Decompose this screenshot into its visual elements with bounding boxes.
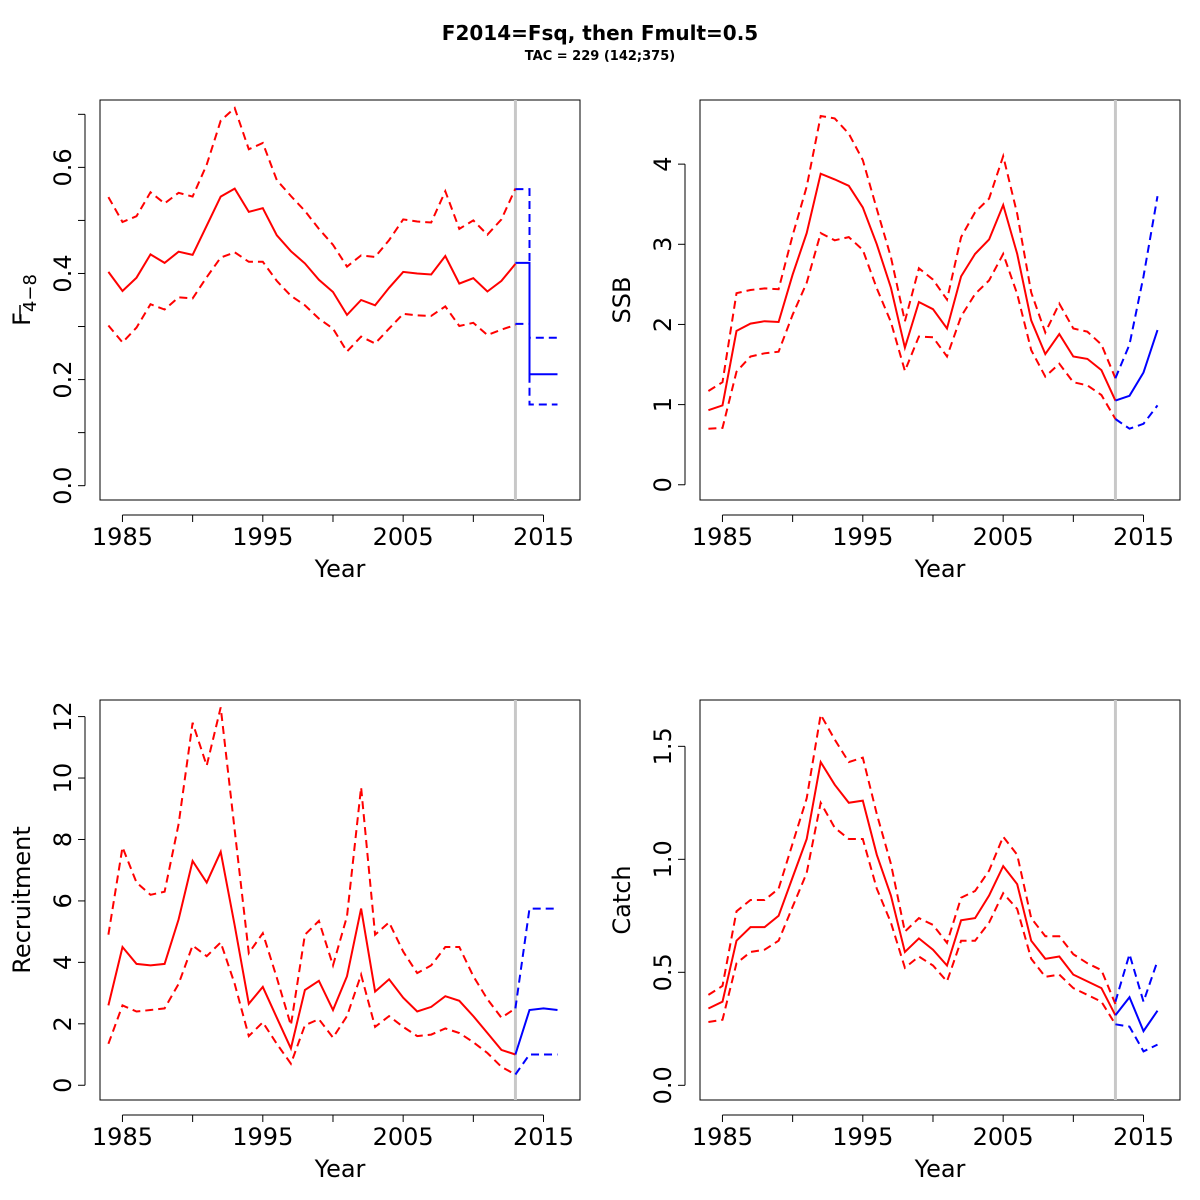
panel-recruitment: 1985 1995 2005 2015 Year 0 2 4 6 8 10 12 Recruitment	[8, 699, 581, 1183]
y-tick-label: 2	[49, 1016, 77, 1031]
x-tick-label: 1995	[232, 523, 293, 551]
x-axis-title: Year	[314, 555, 366, 583]
x-tick-label: 2015	[1113, 523, 1174, 551]
x-tick-label: 1985	[692, 1123, 753, 1151]
x-tick-label: 1995	[832, 1123, 893, 1151]
series-estimate	[107, 187, 517, 317]
projection-estimate	[1114, 995, 1159, 1034]
y-tick-label: 0.4	[49, 254, 77, 292]
x-axis-title: Year	[914, 1155, 966, 1183]
projection-estimate	[1115, 329, 1159, 402]
y-tick-label: 8	[49, 832, 77, 847]
projection-lower	[514, 1053, 558, 1076]
series-lower	[107, 940, 516, 1076]
plot-frame	[699, 99, 1181, 501]
figure-subtitle: TAC = 229 (142;375)	[525, 49, 675, 64]
y-tick-label: 0.0	[49, 467, 77, 505]
series-estimate	[707, 759, 1117, 1016]
projection-upper	[1114, 950, 1159, 1005]
y-tick-label: 2	[649, 317, 677, 332]
projection-lower	[1115, 1023, 1158, 1053]
panel-catch: 1985 1995 2005 2015 Year 0.0 0.5 1.0 1.5 Catch	[608, 699, 1181, 1183]
y-tick-label: 0.6	[49, 148, 77, 186]
y-tick-label: 6	[49, 893, 77, 908]
x-tick-label: 2005	[973, 523, 1034, 551]
y-tick-label: 4	[649, 156, 677, 171]
series-upper	[107, 106, 517, 269]
series-upper	[107, 707, 516, 1026]
plot-frame	[99, 99, 581, 501]
y-axis-title: SSB	[608, 277, 636, 324]
y-tick-label: 3	[649, 237, 677, 252]
series-estimate	[708, 172, 1117, 412]
x-axis-title: Year	[914, 555, 966, 583]
y-axis-title-subscript: 4−8	[20, 274, 41, 312]
y-axis-title: F4−8	[8, 274, 41, 326]
y-tick-label: 0	[49, 1078, 77, 1093]
plot-frame	[699, 699, 1181, 1101]
projection-lower	[1114, 404, 1159, 430]
x-tick-label: 1985	[92, 523, 153, 551]
x-axis-title: Year	[314, 1155, 366, 1183]
x-tick-label: 1985	[692, 523, 753, 551]
projection-upper	[514, 907, 558, 1009]
projection-lower	[515, 322, 558, 406]
figure-title: F2014=Fsq, then Fmult=0.5	[442, 21, 758, 45]
y-tick-label: 0	[649, 477, 677, 492]
x-tick-label: 2005	[373, 1123, 434, 1151]
y-tick-label: 0.0	[649, 1066, 677, 1104]
series-estimate	[107, 848, 516, 1056]
y-tick-label: 4	[49, 955, 77, 970]
projection-upper	[1114, 196, 1159, 379]
y-axis-title: Recruitment	[8, 826, 36, 973]
y-tick-label: 10	[49, 763, 77, 794]
panel-ssb: 1985 1995 2005 2015 Year 0 1 2 3 4 SSB	[608, 99, 1181, 583]
x-tick-label: 2015	[1113, 1123, 1174, 1151]
y-tick-label: 1.0	[649, 840, 677, 878]
series-lower	[708, 231, 1117, 430]
x-tick-label: 2015	[513, 1123, 574, 1151]
y-tick-label: 12	[49, 701, 77, 732]
projection-estimate	[514, 1007, 558, 1055]
projection-estimate	[515, 261, 558, 376]
y-tick-label: 1	[649, 397, 677, 412]
x-tick-label: 2005	[373, 523, 434, 551]
series-upper	[707, 114, 1117, 392]
series-lower	[708, 799, 1117, 1025]
y-tick-label: 0.5	[649, 953, 677, 991]
x-tick-label: 1995	[832, 523, 893, 551]
y-axis-title: Catch	[608, 865, 636, 934]
x-tick-label: 1985	[92, 1123, 153, 1151]
x-tick-label: 1995	[232, 1123, 293, 1151]
panel-fishing-mortality: 1985 1995 2005 2015 Year 0.0 0.2 0.4 0.6 F4−8	[8, 99, 581, 583]
x-tick-label: 2015	[513, 523, 574, 551]
y-tick-label: 1.5	[649, 727, 677, 765]
x-tick-label: 2005	[973, 1123, 1034, 1151]
plot-frame	[99, 699, 581, 1101]
y-tick-label: 0.2	[49, 360, 77, 398]
series-lower	[107, 251, 516, 354]
series-upper	[707, 711, 1117, 1005]
